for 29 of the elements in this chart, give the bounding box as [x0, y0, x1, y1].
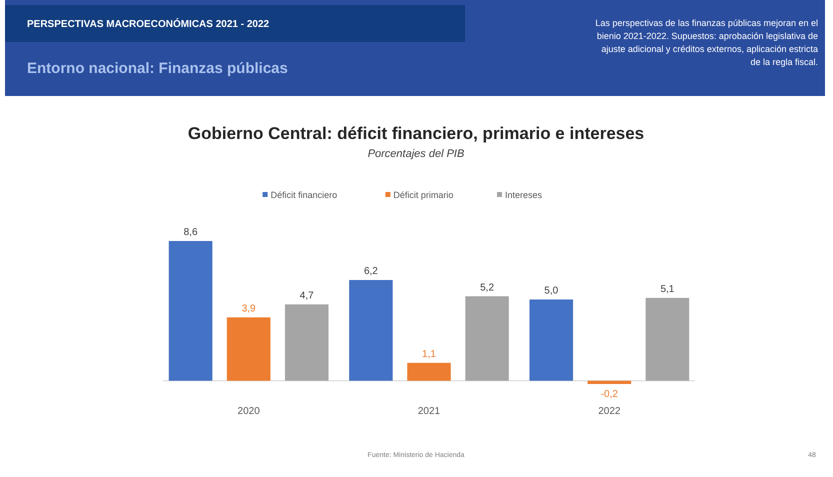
- data-label: 4,7: [300, 290, 314, 302]
- bar: [465, 296, 509, 381]
- text: Las perspectivas de las finanzas públicas mejoran en el bienio 2021-2022. Supuestos: aprobación legislativa de ajuste adicional y créditos externos, aplicación estricta de la regla fiscal.: [595, 18, 818, 67]
- legend-label: Déficit primario: [393, 190, 454, 200]
- bar: [226, 317, 270, 381]
- chart-title: Gobierno Central: déficit financiero, primario e intereses: [188, 124, 644, 143]
- text: Entorno nacional: Finanzas públicas: [27, 60, 288, 77]
- bar: [407, 362, 451, 381]
- data-label: 5,0: [544, 286, 559, 296]
- data-label: 1,1: [422, 348, 436, 360]
- data-label: 6,2: [364, 266, 378, 277]
- bar: [646, 298, 690, 381]
- legend-label: Déficit financiero: [270, 190, 338, 200]
- bar: [588, 380, 632, 384]
- bar: [168, 241, 212, 381]
- x-tick-label: 2020: [238, 406, 260, 417]
- bar: [529, 300, 574, 381]
- data-label: 5,2: [480, 282, 494, 294]
- data-label: -0,2: [600, 389, 618, 400]
- bar: [349, 280, 393, 381]
- data-label: 5,1: [660, 284, 675, 295]
- bar: [284, 304, 329, 381]
- legend-label: Intereses: [505, 190, 543, 200]
- x-tick-label: 2021: [418, 406, 441, 417]
- data-label: 8,6: [184, 227, 198, 238]
- data-label: 3,9: [242, 303, 256, 314]
- x-tick-label: 2022: [598, 406, 621, 417]
- chart-subtitle: Porcentajes del PIB: [368, 148, 464, 160]
- text: PERSPECTIVAS MACROECONÓMICAS 2021 - 2022: [27, 18, 270, 30]
